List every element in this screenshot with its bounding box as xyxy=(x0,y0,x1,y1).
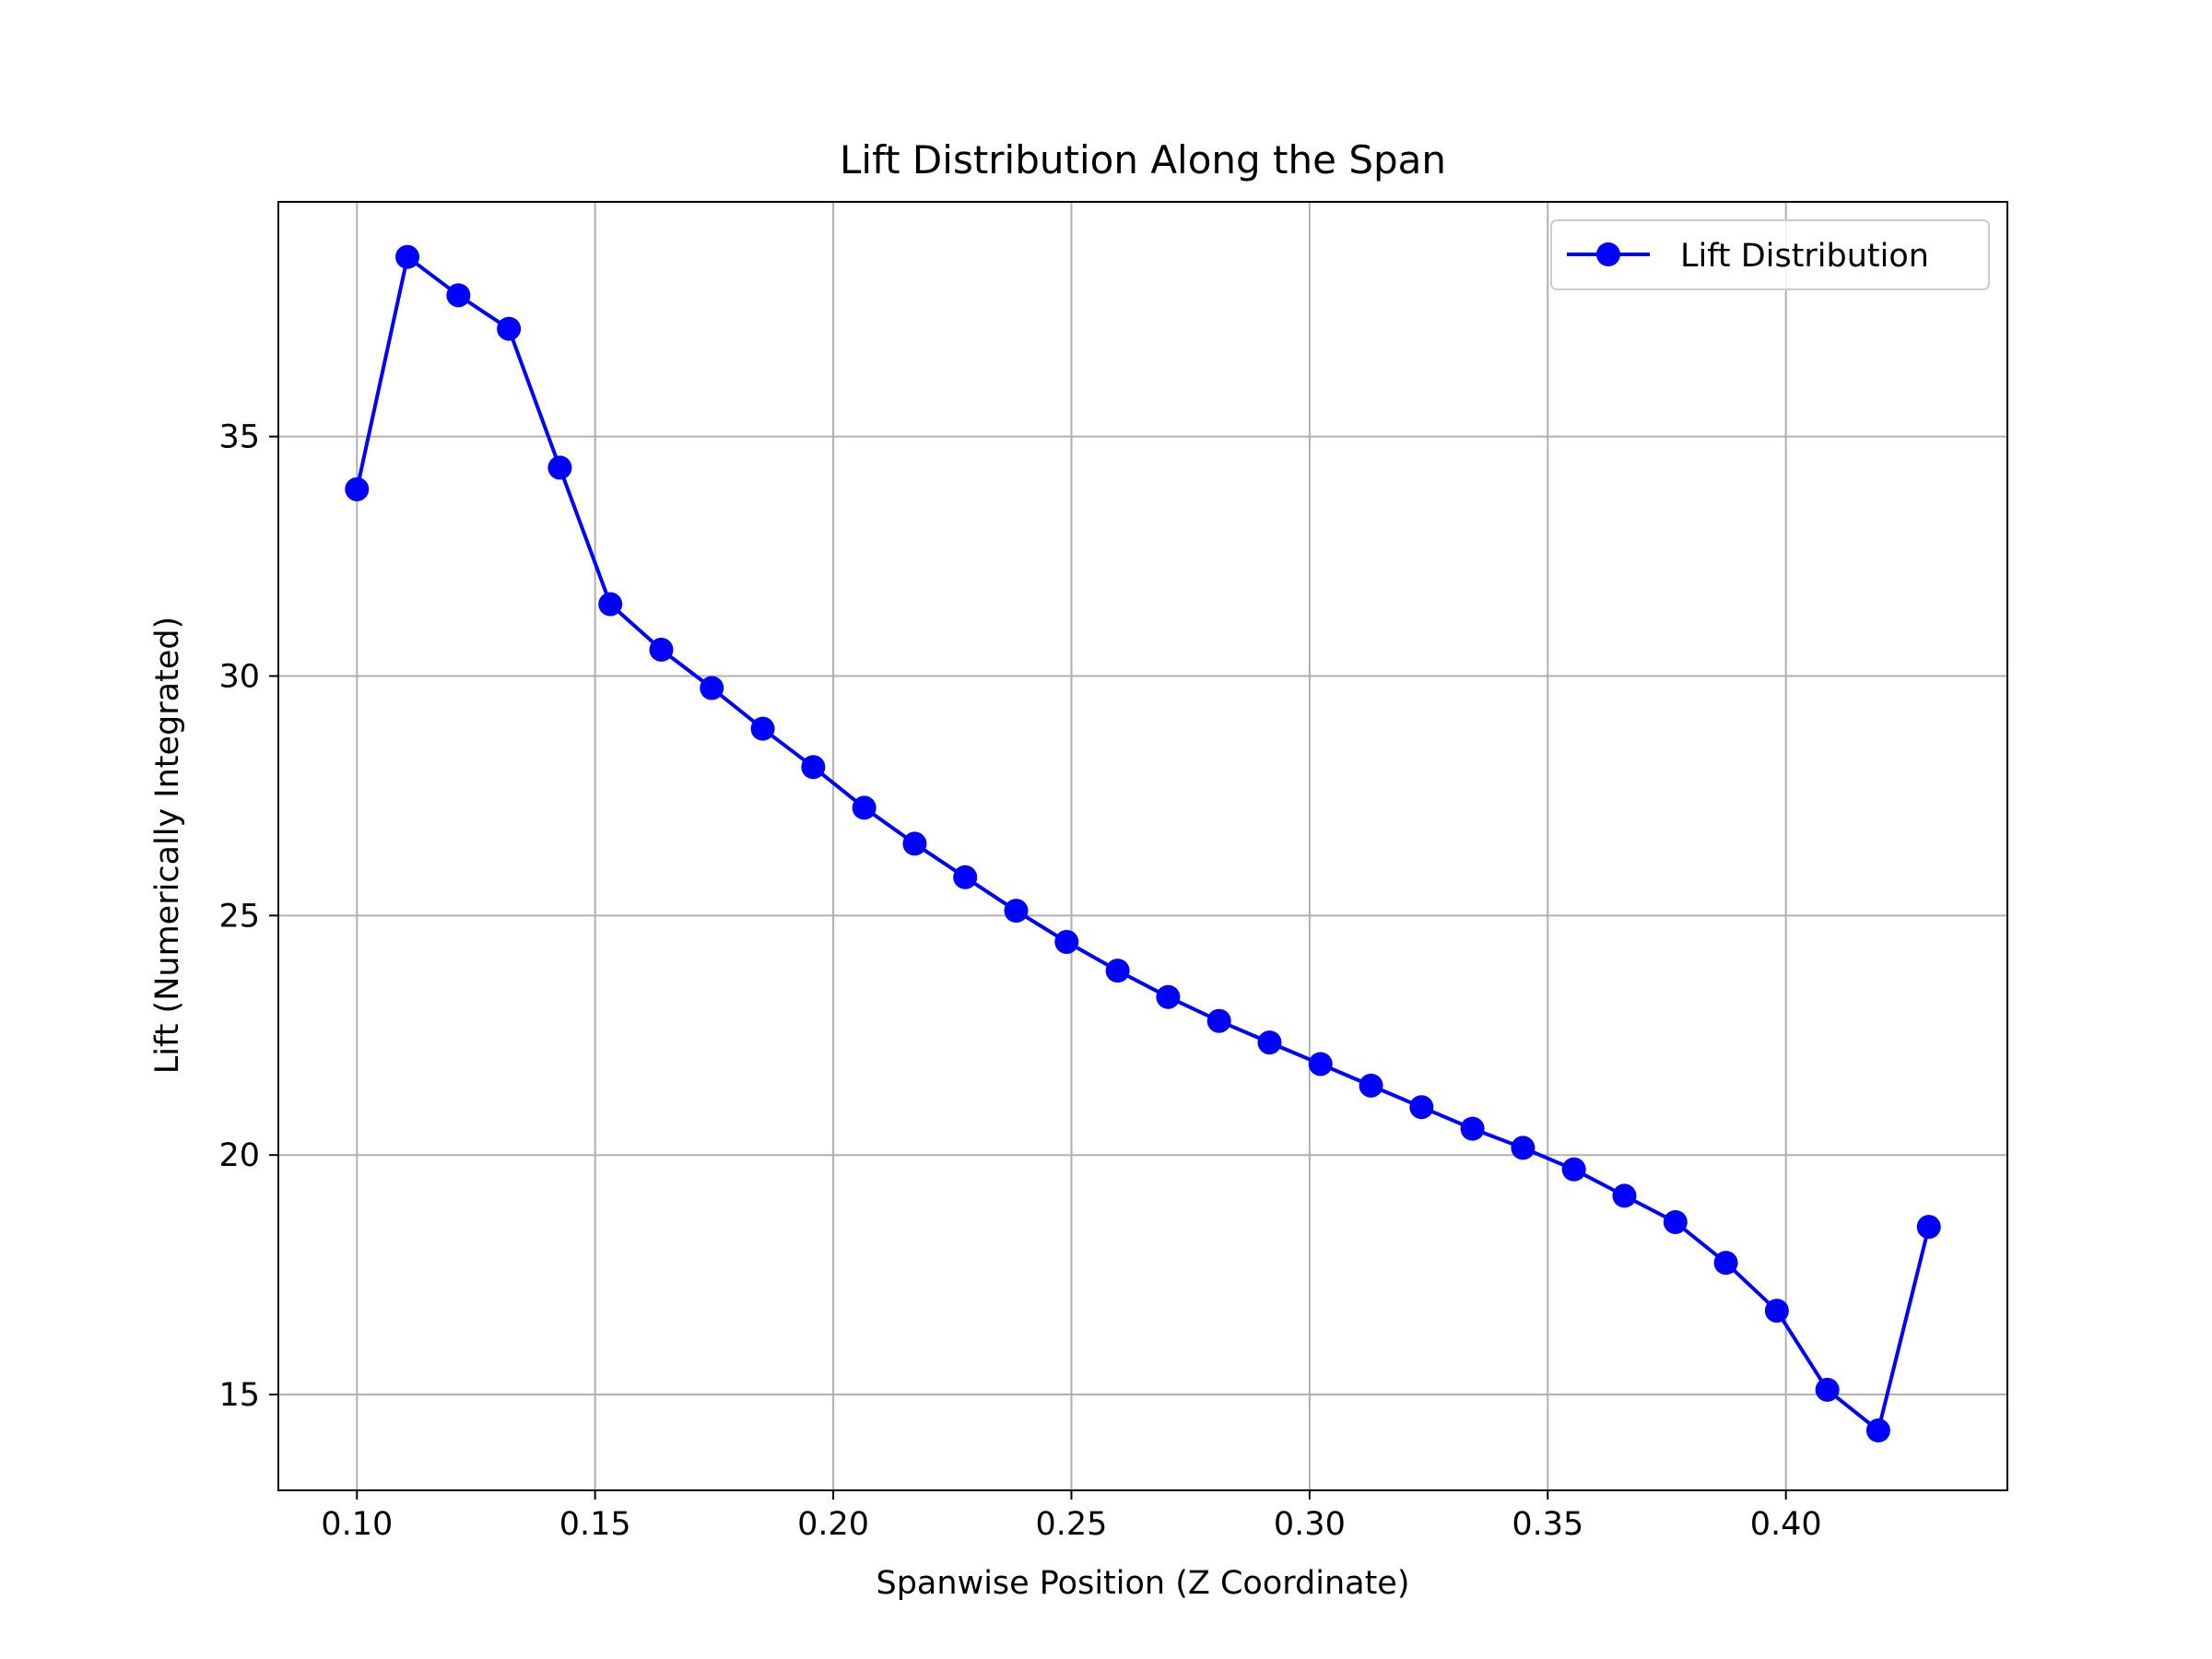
data-point xyxy=(1409,1095,1434,1120)
data-point xyxy=(395,244,420,269)
y-tick-label: 35 xyxy=(218,419,260,456)
data-point xyxy=(1815,1377,1840,1402)
data-point xyxy=(1561,1157,1586,1182)
x-tick-label: 0.35 xyxy=(1512,1506,1583,1543)
x-tick-label: 0.15 xyxy=(559,1506,631,1543)
chart-title: Lift Distribution Along the Span xyxy=(840,137,1446,182)
data-point xyxy=(801,755,826,780)
data-point xyxy=(1511,1135,1535,1160)
data-point xyxy=(497,316,522,341)
data-point xyxy=(345,477,370,501)
x-tick-label: 0.25 xyxy=(1036,1506,1108,1543)
data-point xyxy=(1460,1116,1485,1141)
data-point xyxy=(1054,929,1079,954)
data-point xyxy=(1257,1030,1282,1055)
data-point xyxy=(750,716,775,741)
x-tick-label: 0.30 xyxy=(1274,1506,1346,1543)
grid xyxy=(278,202,2007,1490)
x-axis-label: Spanwise Position (Z Coordinate) xyxy=(877,1565,1410,1602)
legend-box xyxy=(1550,219,1990,290)
data-point xyxy=(649,637,674,662)
y-tick-label: 15 xyxy=(218,1377,260,1414)
legend-marker-swatch xyxy=(1596,242,1620,266)
data-point xyxy=(953,865,978,889)
data-point xyxy=(1308,1052,1333,1077)
series-lift-distribution xyxy=(345,244,1941,1443)
data-point xyxy=(902,831,927,856)
data-point xyxy=(1764,1299,1789,1324)
data-point xyxy=(852,795,877,820)
data-point xyxy=(1004,899,1029,924)
data-point xyxy=(1865,1418,1890,1443)
data-point xyxy=(1612,1183,1637,1208)
data-point xyxy=(446,283,471,308)
axis-ticks: 0.10 0.15 0.20 0.25 0.30 0.35 0.40 15 20 25 30 35 xyxy=(218,419,1821,1543)
x-tick-label: 0.20 xyxy=(797,1506,869,1543)
data-point xyxy=(1156,984,1181,1009)
data-point xyxy=(598,592,623,617)
y-axis-label: Lift (Numerically Integrated) xyxy=(149,617,186,1074)
data-point xyxy=(1916,1215,1941,1240)
data-point xyxy=(547,455,572,480)
data-point xyxy=(700,676,724,700)
data-point xyxy=(1206,1008,1231,1033)
data-point xyxy=(1713,1251,1738,1276)
x-tick-label: 0.10 xyxy=(321,1506,393,1543)
y-tick-label: 30 xyxy=(218,659,260,696)
data-point xyxy=(1359,1073,1383,1098)
legend: Lift Distribution xyxy=(1550,219,1990,290)
data-point xyxy=(1105,959,1130,983)
x-tick-label: 0.40 xyxy=(1750,1506,1822,1543)
legend-label: Lift Distribution xyxy=(1680,238,1929,275)
plot-area-frame xyxy=(277,201,2008,1491)
y-tick-label: 20 xyxy=(218,1137,260,1174)
data-point xyxy=(1663,1209,1688,1234)
y-tick-label: 25 xyxy=(218,898,260,935)
